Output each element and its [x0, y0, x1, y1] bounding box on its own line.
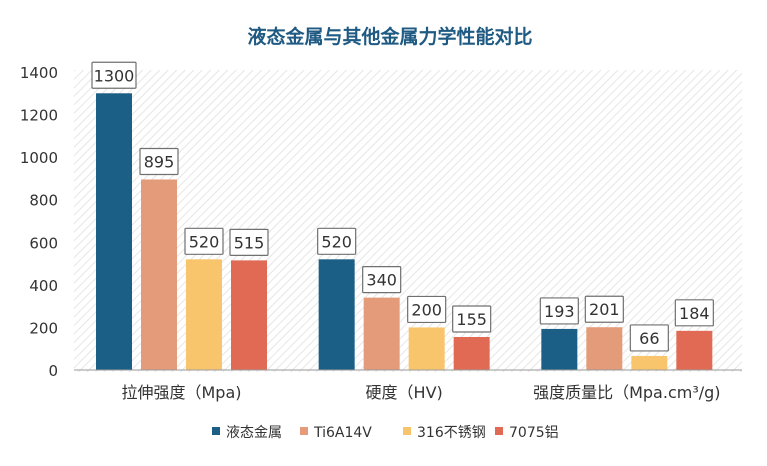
data-label: 895 — [144, 152, 175, 171]
data-label: 193 — [544, 302, 575, 321]
data-label: 520 — [321, 232, 352, 251]
data-label-box — [91, 61, 137, 89]
bar — [541, 328, 578, 370]
data-label-box — [317, 227, 357, 255]
x-category-label: 强度质量比（Mpa.cm³/g) — [533, 383, 720, 402]
data-label: 515 — [234, 233, 265, 252]
bar — [408, 327, 445, 370]
legend-label: 316不锈钢 — [417, 425, 486, 441]
y-tick-label: 600 — [29, 234, 58, 252]
data-label: 520 — [189, 232, 220, 251]
bar — [631, 355, 668, 370]
y-tick-label: 200 — [29, 319, 58, 337]
data-label: 155 — [456, 310, 487, 329]
data-label: 1300 — [94, 66, 135, 85]
data-label-box — [539, 297, 579, 325]
data-label-box — [407, 295, 447, 324]
y-tick-label: 400 — [29, 277, 58, 295]
legend-label: Ti6A14V — [313, 425, 372, 441]
bar — [96, 93, 132, 371]
y-tick-label: 1400 — [20, 64, 58, 82]
y-axis: 0 200 400 600 800 1000 1200 1400 — [20, 64, 58, 380]
bar — [586, 327, 623, 370]
x-category-label: 拉伸强度（Mpa) — [121, 383, 241, 402]
bar — [363, 297, 400, 370]
legend-label: 液态金属 — [226, 425, 282, 441]
chart-title: 液态金属与其他金属力学性能对比 — [247, 25, 532, 48]
data-label-box — [629, 324, 669, 352]
legend-swatch — [212, 427, 220, 435]
data-label-box — [139, 147, 179, 176]
data-label-box — [584, 295, 624, 323]
bar — [141, 179, 177, 370]
x-axis: 拉伸强度（Mpa) 硬度（HV) 强度质量比（Mpa.cm³/g) — [74, 369, 742, 402]
data-label-box — [674, 299, 714, 327]
bar — [231, 260, 267, 370]
legend-label: 7075铝 — [509, 425, 559, 441]
legend: 液态金属 Ti6A14V 316不锈钢 7075铝 — [212, 425, 559, 441]
bar — [318, 259, 355, 370]
y-tick-label: 800 — [29, 192, 58, 210]
data-label-box — [452, 305, 492, 333]
data-label: 66 — [639, 329, 659, 348]
y-tick-label: 1000 — [20, 149, 58, 167]
legend-swatch — [403, 427, 411, 435]
data-label-box — [184, 227, 224, 255]
data-label-box — [362, 266, 402, 294]
data-label: 200 — [411, 300, 442, 319]
bars: 1300 895 520 515 520 340 200 155 193 201 66 184 — [91, 61, 714, 371]
y-tick-label: 0 — [48, 362, 58, 380]
data-label: 201 — [589, 300, 620, 319]
data-label: 184 — [679, 304, 710, 323]
legend-swatch — [495, 427, 503, 435]
bar — [676, 330, 713, 370]
data-label-box — [229, 228, 269, 256]
bar — [453, 337, 490, 370]
y-tick-label: 1200 — [20, 107, 58, 125]
x-category-label: 硬度（HV) — [366, 383, 443, 402]
legend-swatch — [300, 427, 308, 435]
data-label: 340 — [366, 271, 397, 290]
bar — [186, 259, 222, 370]
